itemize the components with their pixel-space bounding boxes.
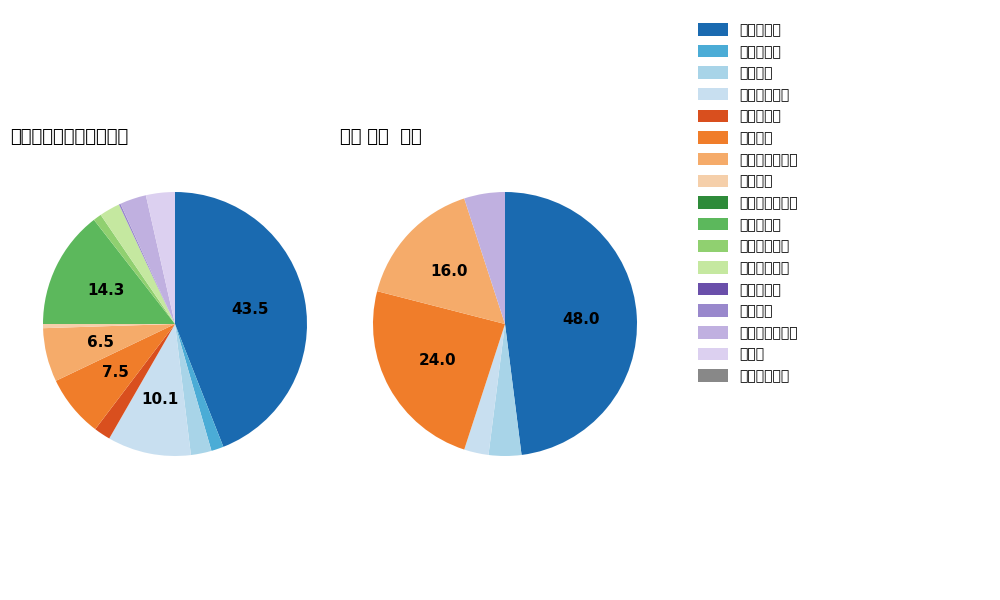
- Wedge shape: [505, 192, 637, 455]
- Wedge shape: [43, 324, 175, 381]
- Wedge shape: [175, 324, 211, 455]
- Text: 48.0: 48.0: [563, 311, 600, 326]
- Wedge shape: [43, 220, 175, 324]
- Wedge shape: [56, 324, 175, 429]
- Wedge shape: [109, 324, 191, 456]
- Wedge shape: [488, 324, 522, 456]
- Text: 24.0: 24.0: [419, 353, 457, 368]
- Wedge shape: [464, 324, 505, 455]
- Text: 7.5: 7.5: [102, 365, 129, 380]
- Text: 石橋 康太  選手: 石橋 康太 選手: [340, 128, 422, 146]
- Wedge shape: [95, 324, 175, 439]
- Text: 14.3: 14.3: [88, 283, 125, 298]
- Text: 10.1: 10.1: [141, 392, 178, 407]
- Wedge shape: [101, 205, 175, 324]
- Wedge shape: [119, 204, 175, 324]
- Wedge shape: [146, 192, 175, 324]
- Wedge shape: [464, 192, 505, 324]
- Text: 16.0: 16.0: [430, 264, 468, 279]
- Legend: ストレート, ツーシーム, シュート, カットボール, スプリット, フォーク, チェンジアップ, シンカー, 高速スライダー, スライダー, 縦スライダー, : ストレート, ツーシーム, シュート, カットボール, スプリット, フォーク,…: [693, 19, 802, 388]
- Wedge shape: [120, 195, 175, 324]
- Text: 6.5: 6.5: [87, 335, 114, 350]
- Wedge shape: [175, 324, 223, 451]
- Wedge shape: [377, 199, 505, 324]
- Wedge shape: [175, 192, 307, 447]
- Text: 43.5: 43.5: [231, 302, 269, 317]
- Text: セ・リーグ全プレイヤー: セ・リーグ全プレイヤー: [10, 128, 128, 146]
- Wedge shape: [94, 215, 175, 324]
- Wedge shape: [43, 324, 175, 328]
- Wedge shape: [373, 291, 505, 449]
